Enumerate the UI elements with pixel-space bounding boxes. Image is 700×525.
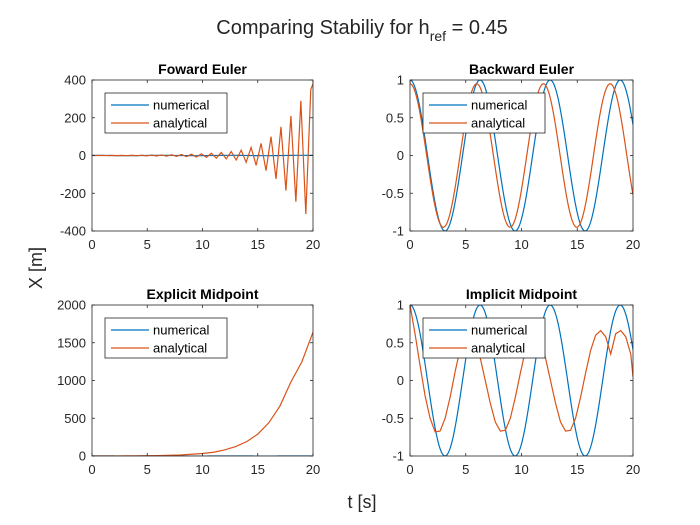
series-line-numerical xyxy=(410,80,633,231)
figure-title-tail: = 0.45 xyxy=(446,17,508,39)
x-tick-label: 5 xyxy=(144,237,151,252)
series-group xyxy=(410,80,633,231)
x-tick-label: 5 xyxy=(462,462,469,477)
legend-box xyxy=(422,92,546,134)
legend-label-analytical: analytical xyxy=(471,341,525,356)
y-tick-label: -400 xyxy=(60,224,86,239)
x-tick-label: 10 xyxy=(514,237,528,252)
figure-title-main: Comparing Stabiliy for h xyxy=(216,17,429,39)
subplot-4: 0 5 10 15 20 -1 -0.5 0 0.5 1 Implicit Midpoint nume… xyxy=(382,286,641,477)
figure-ylabel: X [m] xyxy=(26,247,46,289)
y-tick-label: 1000 xyxy=(57,373,86,388)
x-tick-label: 15 xyxy=(570,462,584,477)
x-tick-label: 20 xyxy=(626,462,640,477)
x-tick-label: 10 xyxy=(195,462,209,477)
figure-xlabel: t [s] xyxy=(347,492,376,512)
figure-title: Comparing Stabiliy for href = 0.45 xyxy=(216,17,508,44)
x-tick-label: 5 xyxy=(462,237,469,252)
series-line-analytical xyxy=(410,83,633,228)
legend: numerical analytical xyxy=(422,317,546,359)
x-tick-label: 0 xyxy=(88,462,95,477)
x-tick-label: 5 xyxy=(144,462,151,477)
figure-title-subscript: ref xyxy=(430,28,446,44)
y-tick-label: -0.5 xyxy=(382,411,404,426)
y-tick-label: 0 xyxy=(79,449,86,464)
legend-label-analytical: analytical xyxy=(153,116,207,131)
subplot-title: Foward Euler xyxy=(158,61,247,77)
y-tick-label: 500 xyxy=(64,411,86,426)
x-tick-label: 15 xyxy=(251,462,265,477)
x-tick-label: 15 xyxy=(251,237,265,252)
legend-label-numerical: numerical xyxy=(471,323,527,338)
series-line-analytical xyxy=(92,83,313,215)
legend: numerical analytical xyxy=(104,92,228,134)
series-line-analytical xyxy=(410,305,633,433)
legend-box xyxy=(104,92,228,134)
legend: numerical analytical xyxy=(104,317,228,359)
x-tick-label: 15 xyxy=(570,237,584,252)
x-tick-label: 0 xyxy=(88,237,95,252)
y-tick-label: 1500 xyxy=(57,335,86,350)
subplot-3: 0 5 10 15 20 0 500 1000 1500 2000 Explicit Midpoin… xyxy=(57,286,320,477)
legend-label-analytical: analytical xyxy=(471,116,525,131)
y-tick-label: 0.5 xyxy=(386,110,404,125)
x-tick-label: 20 xyxy=(626,237,640,252)
legend: numerical analytical xyxy=(422,92,546,134)
y-tick-label: -0.5 xyxy=(382,186,404,201)
subplot-2: 0 5 10 15 20 -1 -0.5 0 0.5 1 Backward Euler numeric… xyxy=(382,61,641,252)
x-tick-label: 20 xyxy=(306,237,320,252)
y-tick-label: 400 xyxy=(64,73,86,88)
x-tick-label: 0 xyxy=(406,237,413,252)
y-tick-label: 0 xyxy=(79,148,86,163)
legend-label-numerical: numerical xyxy=(153,323,209,338)
series-group xyxy=(92,83,313,215)
y-tick-label: 1 xyxy=(397,73,404,88)
legend-box xyxy=(104,317,228,359)
y-tick-label: 2000 xyxy=(57,298,86,313)
x-tick-label: 10 xyxy=(195,237,209,252)
x-tick-label: 10 xyxy=(514,462,528,477)
legend-label-numerical: numerical xyxy=(471,98,527,113)
x-tick-label: 20 xyxy=(306,462,320,477)
y-tick-label: 0 xyxy=(397,148,404,163)
legend-label-analytical: analytical xyxy=(153,341,207,356)
x-tick-label: 0 xyxy=(406,462,413,477)
y-tick-label: -1 xyxy=(392,449,404,464)
y-tick-label: -200 xyxy=(60,186,86,201)
subplot-title: Backward Euler xyxy=(469,61,575,77)
y-tick-label: 0.5 xyxy=(386,335,404,350)
y-tick-label: -1 xyxy=(392,224,404,239)
subplot-title: Implicit Midpoint xyxy=(466,286,578,302)
legend-box xyxy=(422,317,546,359)
series-line-numerical xyxy=(410,305,633,456)
y-tick-label: 0 xyxy=(397,373,404,388)
series-group xyxy=(410,305,633,456)
subplot-1: 0 5 10 15 20 -400 -200 0 200 400 Foward Euler numer… xyxy=(60,61,320,252)
y-tick-label: 200 xyxy=(64,110,86,125)
legend-label-numerical: numerical xyxy=(153,98,209,113)
subplot-title: Explicit Midpoint xyxy=(147,286,259,302)
y-tick-label: 1 xyxy=(397,298,404,313)
